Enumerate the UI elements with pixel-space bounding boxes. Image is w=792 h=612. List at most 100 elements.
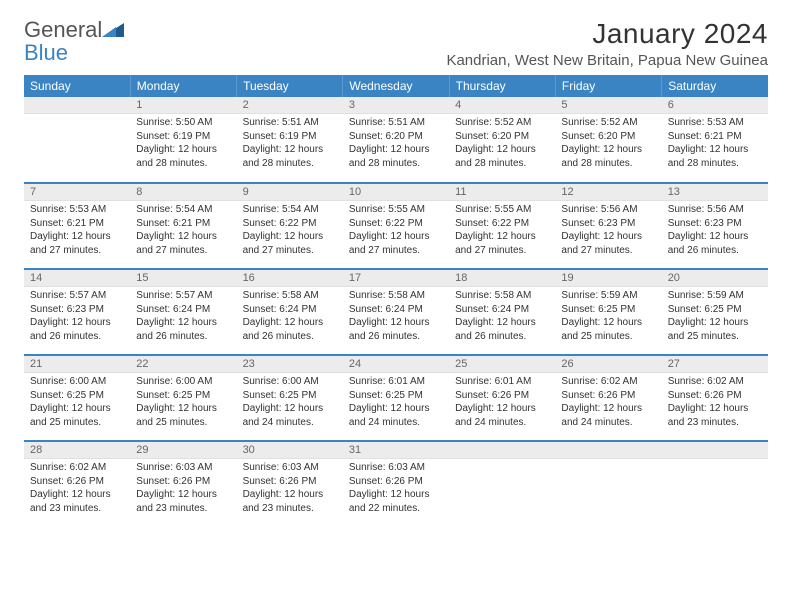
day-cell: 24Sunrise: 6:01 AMSunset: 6:25 PMDayligh… [343,355,449,441]
empty-cell [662,441,768,527]
day-cell: 18Sunrise: 5:58 AMSunset: 6:24 PMDayligh… [449,269,555,355]
day-cell: 5Sunrise: 5:52 AMSunset: 6:20 PMDaylight… [555,97,661,183]
sunset-line: Sunset: 6:24 PM [243,303,337,317]
daylight-line: Daylight: 12 hours and 28 minutes. [349,143,443,170]
day-number: 2 [237,97,343,114]
logo: General Blue [24,18,124,64]
day-cell: 27Sunrise: 6:02 AMSunset: 6:26 PMDayligh… [662,355,768,441]
day-details: Sunrise: 5:52 AMSunset: 6:20 PMDaylight:… [449,114,555,174]
day-number: 26 [555,356,661,373]
sunset-line: Sunset: 6:22 PM [455,217,549,231]
empty-cell [449,441,555,527]
sunrise-line: Sunrise: 5:58 AM [349,289,443,303]
daylight-line: Daylight: 12 hours and 23 minutes. [136,488,230,515]
sunrise-line: Sunrise: 5:56 AM [668,203,762,217]
day-cell: 19Sunrise: 5:59 AMSunset: 6:25 PMDayligh… [555,269,661,355]
sunset-line: Sunset: 6:20 PM [349,130,443,144]
page: General Blue January 2024 Kandrian, West… [0,0,792,539]
day-cell: 21Sunrise: 6:00 AMSunset: 6:25 PMDayligh… [24,355,130,441]
sunset-line: Sunset: 6:22 PM [349,217,443,231]
sunrise-line: Sunrise: 6:03 AM [136,461,230,475]
sunset-line: Sunset: 6:25 PM [243,389,337,403]
daylight-line: Daylight: 12 hours and 26 minutes. [349,316,443,343]
day-details: Sunrise: 6:00 AMSunset: 6:25 PMDaylight:… [24,373,130,433]
day-number: 12 [555,184,661,201]
sunset-line: Sunset: 6:26 PM [243,475,337,489]
weekday-header: Sunday [24,75,130,97]
sunset-line: Sunset: 6:26 PM [136,475,230,489]
day-details: Sunrise: 5:58 AMSunset: 6:24 PMDaylight:… [449,287,555,347]
day-cell: 26Sunrise: 6:02 AMSunset: 6:26 PMDayligh… [555,355,661,441]
sunset-line: Sunset: 6:20 PM [455,130,549,144]
day-number: 16 [237,270,343,287]
sunrise-line: Sunrise: 5:53 AM [668,116,762,130]
daylight-line: Daylight: 12 hours and 28 minutes. [243,143,337,170]
sunset-line: Sunset: 6:24 PM [455,303,549,317]
day-cell: 14Sunrise: 5:57 AMSunset: 6:23 PMDayligh… [24,269,130,355]
daylight-line: Daylight: 12 hours and 23 minutes. [668,402,762,429]
sunrise-line: Sunrise: 5:58 AM [243,289,337,303]
daylight-line: Daylight: 12 hours and 26 minutes. [668,230,762,257]
day-cell: 13Sunrise: 5:56 AMSunset: 6:23 PMDayligh… [662,183,768,269]
day-details: Sunrise: 5:58 AMSunset: 6:24 PMDaylight:… [343,287,449,347]
calendar-table: SundayMondayTuesdayWednesdayThursdayFrid… [24,75,768,527]
day-cell: 28Sunrise: 6:02 AMSunset: 6:26 PMDayligh… [24,441,130,527]
calendar-row: 14Sunrise: 5:57 AMSunset: 6:23 PMDayligh… [24,269,768,355]
daylight-line: Daylight: 12 hours and 27 minutes. [455,230,549,257]
logo-triangle-icon [102,18,124,41]
sunrise-line: Sunrise: 6:03 AM [349,461,443,475]
day-details: Sunrise: 5:52 AMSunset: 6:20 PMDaylight:… [555,114,661,174]
sunrise-line: Sunrise: 6:02 AM [30,461,124,475]
day-details: Sunrise: 5:53 AMSunset: 6:21 PMDaylight:… [662,114,768,174]
day-number: 20 [662,270,768,287]
day-details: Sunrise: 5:59 AMSunset: 6:25 PMDaylight:… [555,287,661,347]
sunset-line: Sunset: 6:23 PM [30,303,124,317]
sunrise-line: Sunrise: 5:53 AM [30,203,124,217]
sunrise-line: Sunrise: 5:52 AM [561,116,655,130]
sunset-line: Sunset: 6:23 PM [668,217,762,231]
sunset-line: Sunset: 6:26 PM [455,389,549,403]
sunrise-line: Sunrise: 5:55 AM [455,203,549,217]
daylight-line: Daylight: 12 hours and 25 minutes. [30,402,124,429]
sunrise-line: Sunrise: 6:00 AM [243,375,337,389]
sunrise-line: Sunrise: 5:52 AM [455,116,549,130]
sunset-line: Sunset: 6:24 PM [349,303,443,317]
day-details: Sunrise: 5:51 AMSunset: 6:19 PMDaylight:… [237,114,343,174]
day-number: 21 [24,356,130,373]
day-number: 28 [24,442,130,459]
daylight-line: Daylight: 12 hours and 27 minutes. [349,230,443,257]
weekday-header: Thursday [449,75,555,97]
daylight-line: Daylight: 12 hours and 27 minutes. [561,230,655,257]
day-details: Sunrise: 6:03 AMSunset: 6:26 PMDaylight:… [130,459,236,519]
day-number: 19 [555,270,661,287]
sunset-line: Sunset: 6:26 PM [668,389,762,403]
day-details: Sunrise: 5:53 AMSunset: 6:21 PMDaylight:… [24,201,130,261]
title-block: January 2024 Kandrian, West New Britain,… [446,18,768,69]
sunrise-line: Sunrise: 5:57 AM [136,289,230,303]
daylight-line: Daylight: 12 hours and 26 minutes. [30,316,124,343]
day-details: Sunrise: 6:02 AMSunset: 6:26 PMDaylight:… [555,373,661,433]
day-cell: 11Sunrise: 5:55 AMSunset: 6:22 PMDayligh… [449,183,555,269]
daylight-line: Daylight: 12 hours and 25 minutes. [561,316,655,343]
day-cell: 12Sunrise: 5:56 AMSunset: 6:23 PMDayligh… [555,183,661,269]
day-details: Sunrise: 6:00 AMSunset: 6:25 PMDaylight:… [237,373,343,433]
day-cell: 3Sunrise: 5:51 AMSunset: 6:20 PMDaylight… [343,97,449,183]
sunset-line: Sunset: 6:24 PM [136,303,230,317]
day-cell: 31Sunrise: 6:03 AMSunset: 6:26 PMDayligh… [343,441,449,527]
logo-word2: Blue [24,40,68,65]
sunrise-line: Sunrise: 5:57 AM [30,289,124,303]
day-details: Sunrise: 6:02 AMSunset: 6:26 PMDaylight:… [662,373,768,433]
sunrise-line: Sunrise: 6:01 AM [349,375,443,389]
calendar-row: 1Sunrise: 5:50 AMSunset: 6:19 PMDaylight… [24,97,768,183]
calendar-head: SundayMondayTuesdayWednesdayThursdayFrid… [24,75,768,97]
weekday-header: Friday [555,75,661,97]
calendar-row: 7Sunrise: 5:53 AMSunset: 6:21 PMDaylight… [24,183,768,269]
day-cell: 15Sunrise: 5:57 AMSunset: 6:24 PMDayligh… [130,269,236,355]
day-number: 6 [662,97,768,114]
weekday-row: SundayMondayTuesdayWednesdayThursdayFrid… [24,75,768,97]
day-cell: 23Sunrise: 6:00 AMSunset: 6:25 PMDayligh… [237,355,343,441]
day-cell: 25Sunrise: 6:01 AMSunset: 6:26 PMDayligh… [449,355,555,441]
sunrise-line: Sunrise: 6:01 AM [455,375,549,389]
daylight-line: Daylight: 12 hours and 25 minutes. [668,316,762,343]
day-details: Sunrise: 5:55 AMSunset: 6:22 PMDaylight:… [343,201,449,261]
